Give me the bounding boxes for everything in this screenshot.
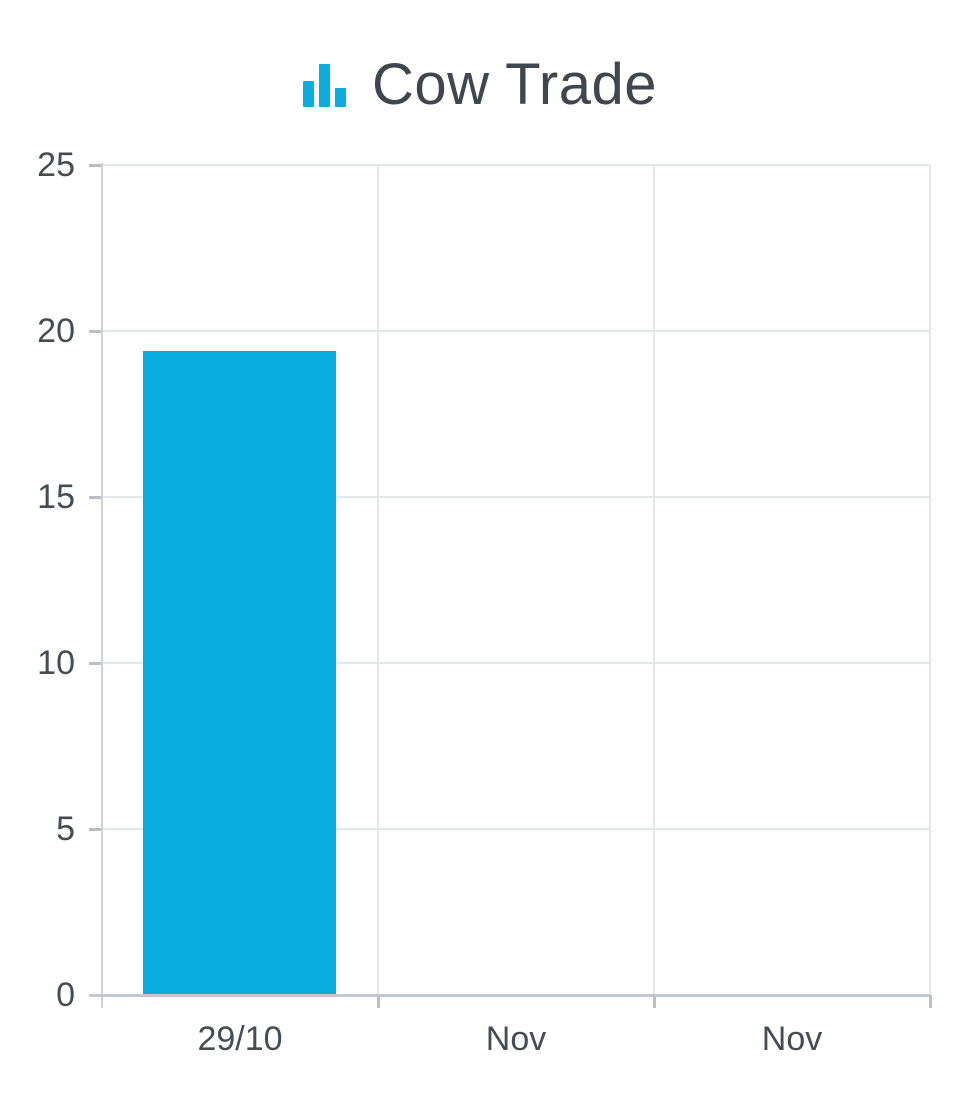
chart-header: Cow Trade (0, 56, 960, 114)
y-axis-tick (89, 164, 102, 167)
y-axis-tick (89, 496, 102, 499)
x-axis-tick (377, 995, 380, 1008)
gridline (377, 165, 379, 995)
y-axis-label: 10 (37, 644, 75, 682)
y-axis-label: 15 (37, 478, 75, 516)
gridline (102, 330, 930, 332)
y-axis-line (101, 163, 103, 1008)
x-axis-label: Nov (761, 1020, 823, 1058)
x-axis-line (89, 994, 930, 997)
gridline (102, 662, 930, 664)
bar-chart-icon (303, 63, 347, 107)
gridline (653, 165, 655, 995)
x-axis-tick (929, 995, 932, 1008)
y-axis-label: 20 (37, 312, 75, 350)
y-axis-label: 5 (56, 810, 75, 848)
y-axis-tick (89, 662, 102, 665)
y-axis-label: 25 (37, 146, 75, 184)
x-axis-label: 29/10 (197, 1020, 283, 1058)
chart-title: Cow Trade (372, 52, 657, 117)
bar-column[interactable] (143, 351, 336, 994)
gridline (102, 496, 930, 498)
bar-chart-icon-bar (319, 63, 331, 107)
y-axis-tick (89, 330, 102, 333)
x-axis-label: Nov (485, 1020, 547, 1058)
gridline (102, 164, 930, 166)
bar-chart-icon-bar (303, 80, 315, 107)
bar-chart-icon-bar (335, 87, 347, 107)
gridline (102, 828, 930, 830)
y-axis-label: 0 (56, 976, 75, 1014)
x-axis-tick (653, 995, 656, 1008)
y-axis-tick (89, 828, 102, 831)
gridline (929, 165, 931, 995)
